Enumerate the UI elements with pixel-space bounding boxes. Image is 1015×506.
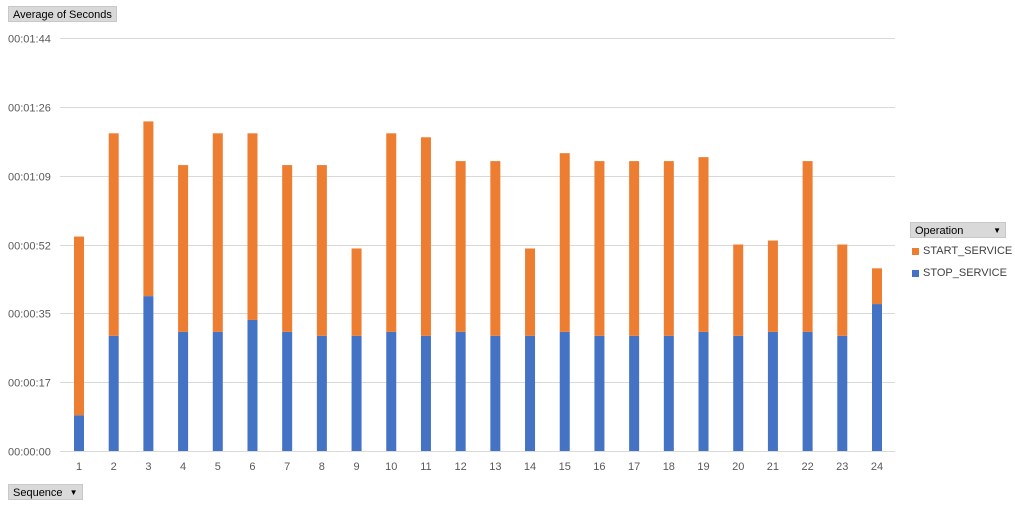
bar-start-service-24 — [872, 268, 882, 305]
bar-start-service-8 — [316, 165, 327, 336]
bar-stop-service-4 — [178, 331, 189, 451]
x-tick-label: 17 — [628, 461, 640, 473]
x-tick-label: 24 — [871, 461, 883, 473]
x-tick-label: 4 — [180, 461, 186, 473]
x-tick-label: 9 — [354, 461, 360, 473]
x-tick-label: 2 — [111, 461, 117, 473]
x-tick-label: 20 — [732, 461, 744, 473]
bar-stop-service-14 — [525, 335, 536, 451]
bar-stop-service-21 — [767, 331, 778, 451]
y-axis-ticks: 00:00:00 00:00:17 00:00:35 00:00:52 00:01:09… — [8, 34, 51, 459]
legend-label: STOP_SERVICE — [923, 267, 1007, 279]
x-tick-label: 7 — [284, 461, 290, 473]
x-tick-label: 3 — [145, 461, 151, 473]
bar-stop-service-6 — [247, 319, 258, 451]
bar-start-service-11 — [420, 137, 431, 336]
y-tick-label: 00:01:26 — [8, 103, 51, 115]
y-tick-label: 00:00:52 — [8, 241, 51, 253]
legend-swatch-icon — [912, 247, 919, 255]
bar-start-service-13 — [490, 161, 501, 336]
x-tick-label: 14 — [524, 461, 536, 473]
bar-stop-service-18 — [663, 335, 674, 451]
x-tick-label: 23 — [836, 461, 848, 473]
bar-start-service-21 — [767, 240, 778, 332]
chevron-down-icon[interactable]: ▼ — [993, 226, 1001, 235]
bar-stop-service-15 — [559, 331, 570, 451]
bar-stop-service-2 — [108, 335, 119, 451]
x-tick-label: 5 — [215, 461, 221, 473]
bar-stop-service-7 — [282, 331, 293, 451]
bar-start-service-3 — [143, 121, 154, 297]
x-tick-label: 18 — [663, 461, 675, 473]
bar-start-service-9 — [351, 248, 362, 336]
gridlines — [60, 38, 895, 452]
y-tick-label: 00:00:00 — [8, 447, 51, 459]
bar-start-service-18 — [663, 161, 674, 336]
bar-start-service-1 — [74, 236, 84, 416]
legend-swatch-icon — [912, 269, 919, 277]
bar-stop-service-1 — [74, 415, 84, 451]
bar-start-service-23 — [837, 244, 848, 336]
y-tick-label: 00:00:35 — [8, 309, 51, 321]
bar-stop-service-11 — [420, 335, 431, 451]
bar-start-service-20 — [733, 244, 744, 336]
bar-stop-service-5 — [212, 331, 223, 451]
x-tick-label: 13 — [489, 461, 501, 473]
bar-start-service-5 — [212, 133, 223, 332]
legend-field-button[interactable]: Operation ▼ — [910, 222, 1006, 238]
measure-field-label: Average of Seconds — [13, 9, 112, 21]
x-tick-label: 8 — [319, 461, 325, 473]
bar-stop-service-8 — [316, 335, 327, 451]
bars — [74, 121, 882, 451]
x-tick-label: 22 — [801, 461, 813, 473]
x-tick-label: 15 — [559, 461, 571, 473]
bar-start-service-2 — [108, 133, 119, 336]
axis-field-button[interactable]: Sequence ▼ — [8, 484, 83, 500]
bar-start-service-12 — [455, 161, 466, 332]
bar-stop-service-3 — [143, 296, 154, 451]
x-tick-label: 19 — [697, 461, 709, 473]
bar-start-service-4 — [178, 165, 189, 332]
bar-stop-service-23 — [837, 335, 848, 451]
x-tick-label: 10 — [385, 461, 397, 473]
legend-item-start-service: START_SERVICE — [912, 244, 1012, 258]
chevron-down-icon[interactable]: ▼ — [69, 488, 78, 498]
bar-start-service-19 — [698, 157, 709, 332]
bar-start-service-7 — [282, 165, 293, 332]
bar-stop-service-12 — [455, 331, 466, 451]
bar-stop-service-24 — [872, 304, 882, 451]
legend-field-label: Operation — [915, 225, 964, 237]
bar-start-service-6 — [247, 133, 258, 320]
bar-stop-service-13 — [490, 335, 501, 451]
x-tick-label: 21 — [767, 461, 779, 473]
axis-field-label: Sequence — [13, 487, 63, 499]
x-tick-label: 16 — [593, 461, 605, 473]
bar-start-service-16 — [594, 161, 605, 336]
bar-start-service-17 — [629, 161, 640, 336]
measure-field-button[interactable]: Average of Seconds — [8, 6, 117, 22]
x-tick-label: 11 — [420, 461, 431, 473]
y-tick-label: 00:01:44 — [8, 34, 51, 46]
bar-stop-service-10 — [386, 331, 397, 451]
x-axis-ticks: 1 2 3 4 5 6 7 8 9 10 11 12 13 14 15 16 17 18 19 20 21 22 23 24 — [76, 461, 883, 473]
bar-start-service-10 — [386, 133, 397, 332]
bar-stop-service-19 — [698, 331, 709, 451]
legend-label: START_SERVICE — [923, 245, 1013, 257]
bar-stop-service-20 — [733, 335, 744, 451]
bar-start-service-14 — [525, 248, 536, 336]
bar-stop-service-16 — [594, 335, 605, 451]
bar-stop-service-22 — [802, 331, 813, 451]
x-tick-label: 6 — [249, 461, 255, 473]
y-tick-label: 00:01:09 — [8, 172, 51, 184]
bar-stop-service-9 — [351, 335, 362, 451]
bar-start-service-15 — [559, 153, 570, 332]
y-tick-label: 00:00:17 — [8, 378, 51, 390]
bar-stop-service-17 — [629, 335, 640, 451]
legend-item-stop-service: STOP_SERVICE — [912, 266, 1007, 280]
x-tick-label: 1 — [76, 461, 82, 473]
x-tick-label: 12 — [455, 461, 467, 473]
bar-start-service-22 — [802, 161, 813, 332]
